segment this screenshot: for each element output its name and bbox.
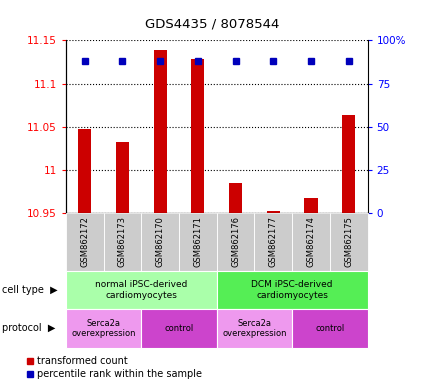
Text: GSM862171: GSM862171 [193,217,202,267]
Text: control: control [164,324,194,333]
Text: GSM862174: GSM862174 [306,217,315,267]
Text: cell type  ▶: cell type ▶ [2,285,58,295]
Text: GDS4435 / 8078544: GDS4435 / 8078544 [145,17,280,30]
Bar [304,199,317,213]
Bar [78,129,91,213]
Text: normal iPSC-derived
cardiomyocytes: normal iPSC-derived cardiomyocytes [95,280,187,300]
Bar [116,142,129,213]
Text: GSM862175: GSM862175 [344,217,353,267]
Text: GSM862177: GSM862177 [269,217,278,267]
Text: control: control [315,324,345,333]
Text: Serca2a
overexpression: Serca2a overexpression [71,319,136,338]
Bar [191,59,204,213]
Text: GSM862172: GSM862172 [80,217,89,267]
Bar [229,183,242,213]
Bar [153,50,167,213]
Bar [267,211,280,213]
Text: DCM iPSC-derived
cardiomyocytes: DCM iPSC-derived cardiomyocytes [252,280,333,300]
Text: GSM862176: GSM862176 [231,217,240,267]
Text: Serca2a
overexpression: Serca2a overexpression [222,319,287,338]
Text: GSM862173: GSM862173 [118,217,127,267]
Text: protocol  ▶: protocol ▶ [2,323,56,333]
Bar [342,116,355,213]
Legend: transformed count, percentile rank within the sample: transformed count, percentile rank withi… [26,356,202,379]
Text: GSM862170: GSM862170 [156,217,164,267]
